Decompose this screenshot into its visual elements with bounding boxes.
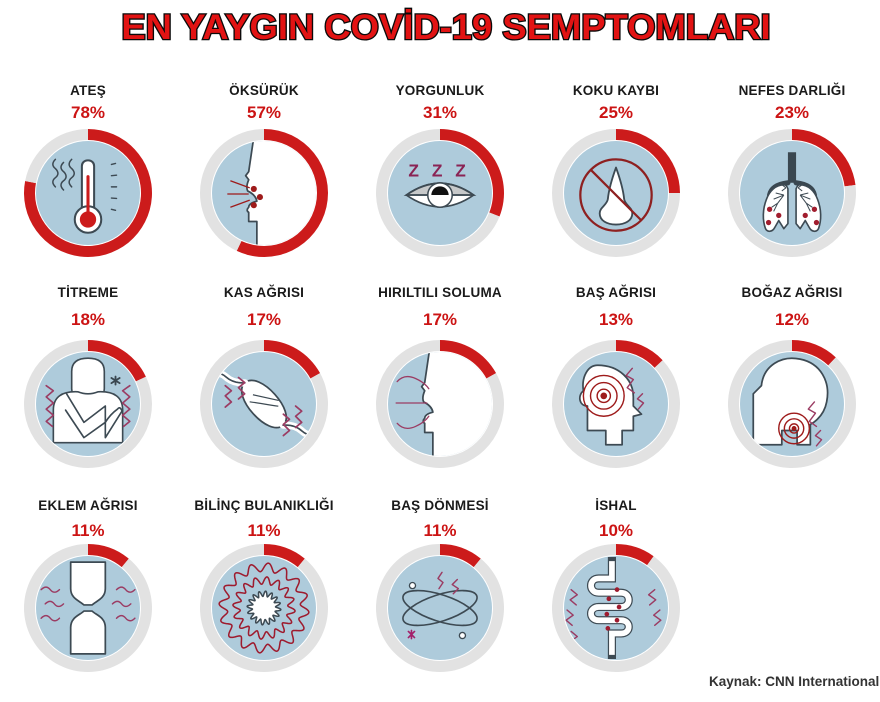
svg-text:Z: Z	[408, 161, 419, 181]
svg-text:Z: Z	[455, 161, 466, 181]
svg-text:Z: Z	[432, 161, 443, 181]
